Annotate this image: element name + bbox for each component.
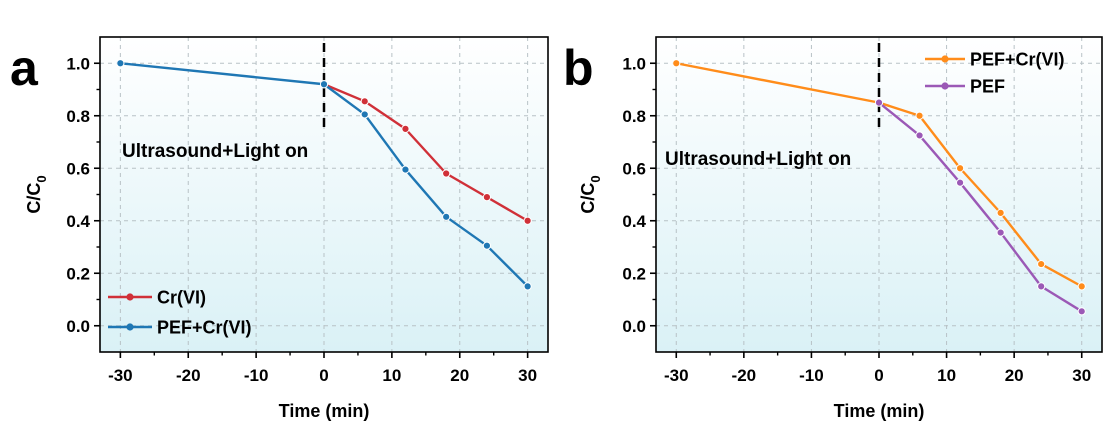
data-point <box>915 111 924 120</box>
x-tick-label: -20 <box>732 366 757 385</box>
x-tick-label: -10 <box>244 366 269 385</box>
x-tick-label: -20 <box>176 366 201 385</box>
panel-b: -30 -20 -10 0 10 20 30 0.0 0.2 0.4 0.6 0.8 1.0 Time (… <box>563 36 1103 421</box>
data-point <box>996 228 1005 237</box>
y-tick-label: 0.0 <box>622 317 646 336</box>
y-tick-label: 0.6 <box>66 159 90 178</box>
x-tick-label: -30 <box>108 366 133 385</box>
x-axis-title: Time (min) <box>279 401 370 421</box>
legend-swatch-marker <box>941 55 949 63</box>
series-0 <box>319 80 532 225</box>
y-axis-title-subscript: 0 <box>34 175 49 182</box>
panel-letter: a <box>10 40 39 96</box>
y-tick-label: 0.4 <box>66 212 90 231</box>
y-tick-label: 0.6 <box>622 159 646 178</box>
legend-label: PEF <box>970 77 1005 97</box>
y-axis-title-subscript: 0 <box>588 175 603 182</box>
data-point <box>482 193 492 202</box>
legend: Cr(VI) PEF+Cr(VI) <box>108 288 252 338</box>
x-tick-label: 10 <box>382 366 401 385</box>
data-point <box>360 97 369 106</box>
data-point <box>1037 282 1046 291</box>
x-tick-label: 0 <box>319 366 328 385</box>
data-point <box>319 80 329 89</box>
legend-label: PEF+Cr(VI) <box>157 318 252 338</box>
x-tick-label: 30 <box>1072 366 1091 385</box>
series-1 <box>116 59 532 291</box>
data-point <box>523 216 532 225</box>
data-point <box>482 241 492 250</box>
y-tick-label: 0.8 <box>622 107 646 126</box>
y-tick-label: 0.2 <box>66 264 90 283</box>
y-tick-label: 1.0 <box>622 54 646 73</box>
annotation: Ultrasound+Light on <box>665 149 851 170</box>
x-tick-label: 20 <box>1005 366 1024 385</box>
data-point <box>401 124 410 133</box>
x-tick-label: 20 <box>450 366 469 385</box>
data-point <box>401 165 410 174</box>
data-point <box>915 131 924 140</box>
y-tick-label: 0.4 <box>622 212 646 231</box>
data-point <box>442 212 451 221</box>
y-axis-title-main: C/C <box>24 183 44 214</box>
data-point <box>672 59 681 68</box>
data-point <box>442 169 451 178</box>
y-tick-label: 0.0 <box>66 317 90 336</box>
x-tick-label: 0 <box>874 366 883 385</box>
y-tick-label: 0.8 <box>66 107 90 126</box>
series-line <box>323 83 529 222</box>
x-tick-label: -10 <box>799 366 824 385</box>
data-point <box>955 164 965 173</box>
data-point <box>116 59 125 68</box>
legend-swatch-marker <box>941 82 949 90</box>
legend-label: Cr(VI) <box>157 288 206 308</box>
legend-label: PEF+Cr(VI) <box>970 50 1065 70</box>
y-tick-label: 0.2 <box>622 264 646 283</box>
data-point <box>360 110 369 119</box>
legend-swatch-marker <box>126 323 134 331</box>
panel-a: -30 -20 -10 0 10 20 30 0.0 0.2 0.4 0.6 0.8 1.0 Time (… <box>10 36 549 421</box>
y-axis-title: C/C0 <box>578 175 603 213</box>
legend: PEF+Cr(VI) PEF <box>925 50 1065 97</box>
x-tick-label: -30 <box>664 366 689 385</box>
x-tick-label: 30 <box>518 366 537 385</box>
data-point <box>523 282 532 291</box>
x-tick-label: 10 <box>937 366 956 385</box>
y-tick-label: 1.0 <box>66 54 90 73</box>
data-point <box>874 98 884 107</box>
data-point <box>1077 307 1086 316</box>
data-point <box>1077 282 1086 291</box>
series-line <box>878 101 1083 313</box>
x-axis-title: Time (min) <box>834 401 925 421</box>
y-axis-title: C/C0 <box>24 175 49 213</box>
panel-letter: b <box>563 40 594 96</box>
series-1 <box>874 98 1086 316</box>
data-point <box>955 178 965 187</box>
annotation: Ultrasound+Light on <box>122 141 308 162</box>
legend-swatch-marker <box>126 293 134 301</box>
y-axis-title-main: C/C <box>578 183 598 214</box>
data-point <box>996 208 1005 217</box>
data-point <box>1037 259 1046 269</box>
